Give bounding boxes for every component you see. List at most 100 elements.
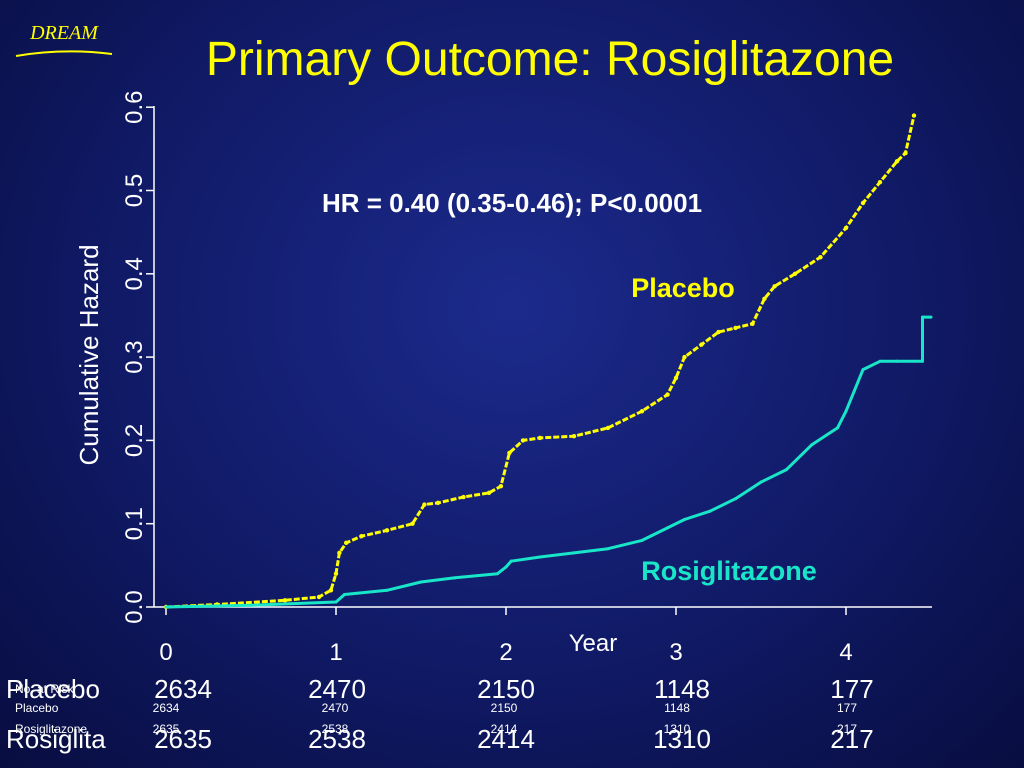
rosiglitazone-point <box>853 388 856 392</box>
at-risk-row-placebo-small: Placebo 2634 2470 2150 1148 177 <box>0 701 1024 715</box>
logo-swoosh-icon <box>15 50 113 57</box>
at-risk-placebo-year1: 2470 <box>308 674 366 704</box>
rosiglitazone-point <box>683 518 686 522</box>
rosiglitazone-point <box>249 603 253 607</box>
rosiglitazone-point <box>538 555 542 559</box>
placebo-point <box>818 254 823 260</box>
rosiglitazone-point <box>836 426 839 430</box>
placebo-point <box>571 434 577 439</box>
slide-title: Primary Outcome: Rosiglitazone <box>205 33 895 86</box>
rosiglitazone-point <box>810 443 814 447</box>
placebo-point <box>792 271 798 276</box>
rosiglitazone-point <box>929 315 933 319</box>
rosiglitazone-point <box>496 572 499 576</box>
dream-logo: DREAM <box>14 20 114 64</box>
rosiglitazone-point <box>385 588 389 592</box>
at-risk-placebo-small-year3: 1148 <box>664 701 690 715</box>
placebo-point <box>486 490 492 496</box>
placebo-point <box>384 528 390 533</box>
rosiglitazone-point <box>895 359 899 363</box>
at-risk-rosi-small-year3: 1310 <box>663 722 691 736</box>
placebo-point <box>422 502 427 507</box>
rosiglitazone-point <box>572 551 576 555</box>
placebo-point <box>911 113 917 118</box>
rosiglitazone-point <box>453 576 457 580</box>
placebo-point <box>894 159 900 164</box>
rosiglitazone-series-label: Rosiglitazone <box>641 556 817 586</box>
placebo-point <box>682 354 687 360</box>
placebo-point <box>772 284 777 289</box>
rosiglitazone-point <box>334 600 338 604</box>
placebo-point <box>333 571 339 576</box>
at-risk-placebo-year3: 1148 <box>654 674 710 704</box>
at-risk-header: No. at Risk <box>15 682 74 696</box>
x-tick-label: 2 <box>499 639 512 666</box>
placebo-point <box>860 200 866 206</box>
placebo-point <box>328 588 334 593</box>
at-risk-rosi-small-year0: 2635 <box>152 722 180 736</box>
rosiglitazone-point <box>509 559 513 563</box>
placebo-series-label: Placebo <box>631 273 735 303</box>
hazard-ratio-annotation: HR = 0.40 (0.35-0.46); P<0.0001 <box>322 188 702 218</box>
placebo-point <box>639 409 645 414</box>
x-tick-label: 0 <box>159 639 172 666</box>
at-risk-placebo-small-year2: 2150 <box>490 701 518 715</box>
at-risk-label-placebo-small: Placebo <box>15 701 59 715</box>
placebo-point <box>520 438 526 443</box>
rosiglitazone-point <box>504 565 508 569</box>
at-risk-row-rosi-small: Rosiglitazone 2635 2538 2414 1310 217 <box>0 722 1024 736</box>
y-tick-label: 0.2 <box>121 424 148 457</box>
dream-logo-text: DREAM <box>30 22 98 44</box>
at-risk-placebo-year2: 2150 <box>477 674 535 704</box>
at-risk-row-rosi-large: Rosiglita 2635 2538 2414 1310 217 <box>0 724 1024 760</box>
at-risk-row-placebo-large: Placebo 2634 2470 2150 1148 177 <box>0 674 1024 710</box>
placebo-point <box>699 342 704 347</box>
placebo-point <box>750 321 755 326</box>
placebo-point <box>903 150 908 156</box>
placebo-point <box>507 450 512 456</box>
at-risk-placebo-year4: 177 <box>830 674 874 704</box>
at-risk-placebo-year0: 2634 <box>154 674 212 704</box>
at-risk-label-rosi-small: Rosiglitazone <box>15 722 88 736</box>
placebo-point <box>673 375 679 381</box>
at-risk-rosi-small-year4: 217 <box>836 722 858 736</box>
rosiglitazone-point <box>861 368 865 372</box>
placebo-point <box>359 533 364 539</box>
rosiglitazone-point <box>759 480 763 484</box>
at-risk-placebo-small-year0: 2634 <box>152 701 180 715</box>
y-tick-label: 0.3 <box>121 340 148 373</box>
x-axis-title: Year <box>569 630 618 657</box>
y-tick-label: 0.4 <box>121 257 148 290</box>
rosiglitazone-point <box>606 547 610 551</box>
placebo-point <box>733 325 738 331</box>
placebo-point <box>762 296 767 301</box>
y-tick-label: 0.6 <box>121 91 148 124</box>
placebo-point <box>665 392 670 397</box>
x-tick-label: 1 <box>329 639 342 666</box>
placebo-point <box>537 435 543 441</box>
placebo-point <box>410 521 415 526</box>
rosiglitazone-point <box>164 605 168 609</box>
placebo-point <box>316 594 322 600</box>
y-tick-label: 0.5 <box>121 174 148 207</box>
rosiglitazone-point <box>734 497 737 501</box>
rosiglitazone-point <box>878 359 882 363</box>
at-risk-rosi-year0: 2635 <box>154 724 212 754</box>
at-risk-label-rosi-large: Rosiglita <box>6 724 106 754</box>
at-risk-rosi-year1: 2538 <box>308 724 366 754</box>
y-tick-label: 0.0 <box>121 590 148 623</box>
rosiglitazone-point <box>640 538 644 542</box>
rosiglitazone-point <box>921 359 924 363</box>
placebo-point <box>843 225 849 231</box>
at-risk-rosi-year4: 217 <box>830 724 874 754</box>
y-axis-title: Cumulative Hazard <box>74 244 104 465</box>
placebo-point <box>716 329 721 335</box>
rosiglitazone-point <box>708 509 712 513</box>
at-risk-rosi-year3: 1310 <box>653 724 711 754</box>
at-risk-rosi-small-year2: 2414 <box>490 722 518 736</box>
at-risk-placebo-small-year4: 177 <box>836 701 858 715</box>
rosiglitazone-point <box>419 580 423 584</box>
placebo-point <box>282 598 288 603</box>
placebo-point <box>344 540 349 546</box>
